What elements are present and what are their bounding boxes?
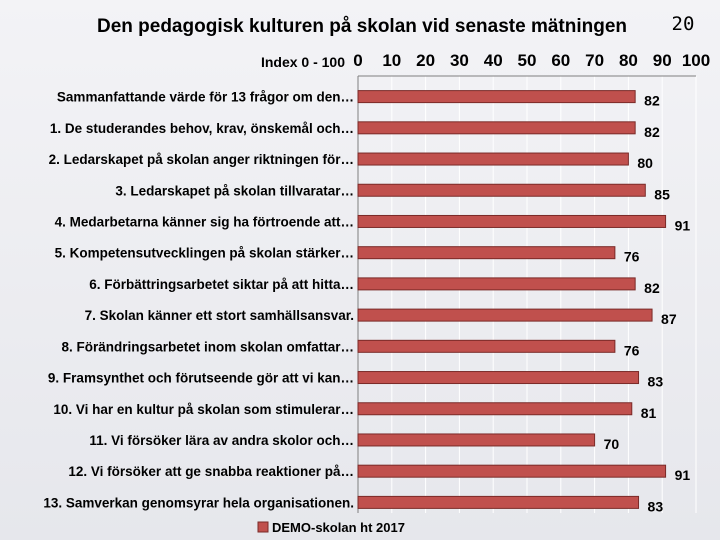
x-tick-label: 10: [382, 51, 401, 70]
category-label: 9. Framsynthet och förutseende gör att v…: [48, 371, 354, 386]
value-label: 70: [604, 436, 620, 452]
category-label: 12. Vi försöker att ge snabba reaktioner…: [68, 464, 354, 479]
bar: [357, 464, 667, 478]
value-label: 76: [624, 249, 640, 265]
x-tick-label: 40: [484, 51, 503, 70]
bar: [357, 371, 640, 385]
value-label: 76: [624, 342, 640, 358]
value-label: 85: [654, 186, 670, 202]
category-label: 4. Medarbetarna känner sig ha förtroende…: [55, 214, 354, 229]
value-label: 80: [637, 155, 653, 171]
bar: [357, 121, 636, 135]
bar: [357, 152, 629, 166]
value-label: 83: [648, 498, 664, 514]
category-label: 10. Vi har en kultur på skolan som stimu…: [53, 402, 354, 417]
value-label: 83: [648, 374, 664, 390]
bar: [357, 246, 616, 260]
bar: [357, 339, 616, 353]
legend-swatch: [257, 521, 269, 533]
value-label: 87: [661, 311, 677, 327]
value-label: 81: [641, 405, 657, 421]
x-tick-label: 20: [416, 51, 435, 70]
category-label: 1. De studerandes behov, krav, önskemål …: [50, 121, 354, 136]
value-label: 91: [675, 217, 691, 233]
value-label: 82: [644, 124, 660, 140]
category-label: 13. Samverkan genomsyrar hela organisati…: [43, 495, 354, 510]
category-label: 5. Kompetensutvecklingen på skolan stärk…: [55, 246, 354, 261]
value-label: 82: [644, 280, 660, 296]
bar: [357, 183, 646, 197]
bar: [357, 308, 653, 322]
legend: DEMO-skolan ht 2017: [257, 520, 405, 535]
category-label: 2. Ledarskapet på skolan anger riktninge…: [49, 152, 354, 167]
x-tick-label: 80: [619, 51, 638, 70]
category-label: 6. Förbättringsarbetet siktar på att hit…: [89, 277, 354, 292]
x-tick-label: 30: [450, 51, 469, 70]
plot-area: 0 10 20 30 40 50 60 70 80 90 100 Sammanfattande vär…: [43, 51, 710, 514]
bar: [357, 402, 633, 416]
bar: [357, 495, 640, 509]
category-label: 7. Skolan känner ett stort samhällsansva…: [85, 308, 354, 323]
category-label: 11. Vi försöker lära av andra skolor och…: [89, 433, 354, 448]
bar: [357, 433, 596, 447]
value-label: 82: [644, 93, 660, 109]
x-tick-label: 60: [551, 51, 570, 70]
value-label: 91: [675, 467, 691, 483]
bar: [357, 277, 636, 291]
bar: [357, 214, 667, 228]
x-tick-label: 50: [518, 51, 537, 70]
bar: [357, 90, 636, 104]
page-number: 20: [672, 13, 695, 35]
legend-label: DEMO-skolan ht 2017: [272, 520, 405, 535]
category-label: 8. Förändringsarbetet inom skolan omfatt…: [61, 339, 354, 354]
x-tick-label: 70: [585, 51, 604, 70]
category-label: 3. Ledarskapet på skolan tillvaratar…: [115, 183, 354, 198]
axis-label: Index 0 - 100: [261, 54, 345, 70]
x-tick-label: 90: [653, 51, 672, 70]
x-tick-label: 0: [353, 51, 362, 70]
x-tick-label: 100: [682, 51, 710, 70]
chart-title: Den pedagogisk kulturen på skolan vid se…: [97, 16, 627, 37]
category-label: Sammanfattande värde för 13 frågor om de…: [57, 90, 354, 105]
